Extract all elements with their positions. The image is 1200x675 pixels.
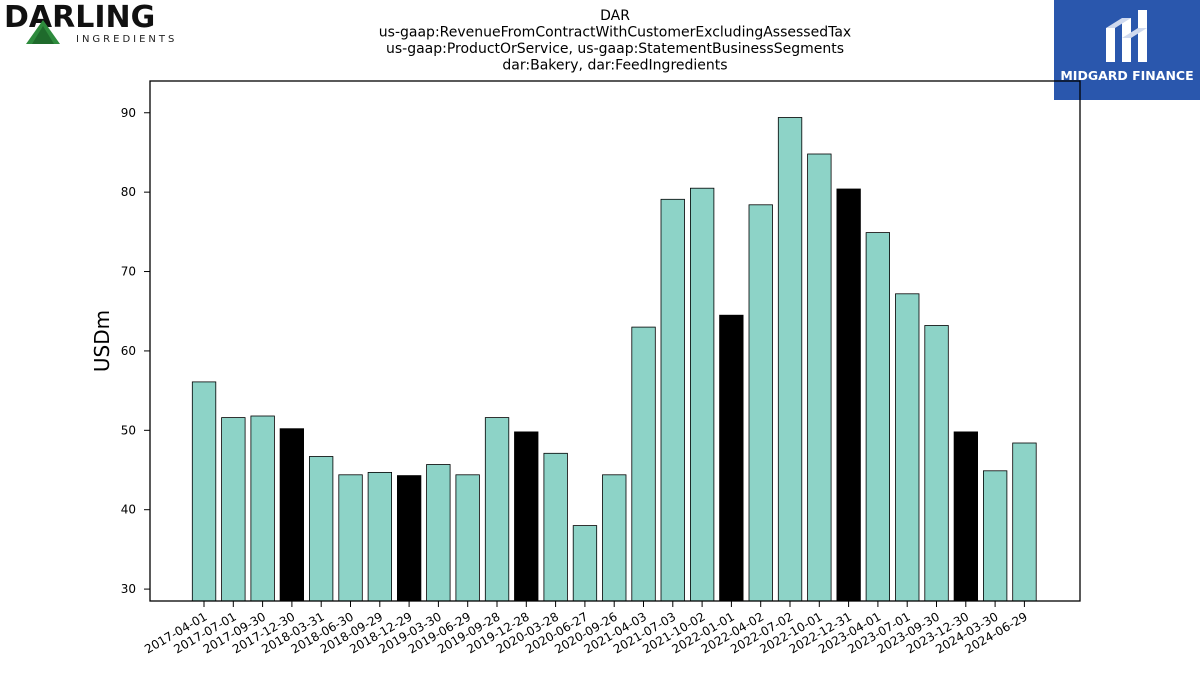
y-tick-label: 60 bbox=[121, 344, 136, 358]
bar bbox=[396, 475, 422, 602]
y-tick-label: 30 bbox=[121, 582, 136, 596]
y-tick-label: 80 bbox=[121, 185, 136, 199]
chart-title-line: us-gaap:RevenueFromContractWithCustomerE… bbox=[379, 25, 851, 41]
chart-title-line: dar:Bakery, dar:FeedIngredients bbox=[502, 58, 727, 74]
darling-ingredients-logo: DARLING INGREDIENTS bbox=[4, 2, 174, 48]
bars-group bbox=[191, 117, 1037, 602]
bar bbox=[777, 117, 803, 602]
bar bbox=[279, 428, 305, 602]
logo-sub-text: INGREDIENTS bbox=[76, 34, 178, 45]
bar bbox=[367, 471, 393, 602]
bar bbox=[426, 464, 451, 602]
bar bbox=[660, 198, 685, 602]
bar bbox=[484, 417, 510, 602]
bar bbox=[221, 417, 246, 602]
y-tick-label: 70 bbox=[121, 265, 136, 279]
bar bbox=[807, 153, 832, 602]
midgard-mark-icon bbox=[1106, 10, 1147, 62]
midgard-finance-logo: MIDGARD FINANCE bbox=[1054, 0, 1200, 100]
y-axis-label: USDm bbox=[90, 310, 114, 372]
bar bbox=[865, 232, 890, 602]
bar bbox=[602, 474, 627, 602]
bar bbox=[455, 474, 480, 602]
bar bbox=[543, 452, 568, 602]
y-axis: 30 40 50 60 70 80 90 bbox=[121, 106, 150, 596]
bar bbox=[1012, 442, 1037, 602]
y-tick-label: 90 bbox=[121, 106, 136, 120]
chart-title-line: DAR bbox=[600, 8, 630, 24]
y-tick-label: 50 bbox=[121, 423, 136, 437]
bar bbox=[953, 431, 978, 602]
midgard-name-text: MIDGARD FINANCE bbox=[1060, 68, 1194, 83]
bar bbox=[308, 456, 334, 602]
bar bbox=[690, 187, 715, 602]
bar bbox=[514, 431, 539, 602]
logo-brand-text: DARLING bbox=[4, 0, 156, 35]
bar bbox=[983, 470, 1008, 602]
bar bbox=[924, 325, 949, 602]
chart-title: DARus-gaap:RevenueFromContractWithCustom… bbox=[379, 8, 851, 74]
bar bbox=[748, 204, 773, 602]
plot-frame bbox=[149, 80, 1081, 602]
logo-triangle-icon bbox=[26, 20, 60, 44]
bar bbox=[191, 381, 217, 602]
bar bbox=[250, 415, 275, 602]
bar bbox=[338, 474, 363, 602]
bar bbox=[572, 525, 598, 602]
bar bbox=[719, 314, 744, 602]
y-tick-label: 40 bbox=[121, 503, 136, 517]
x-axis: 2017-04-012017-07-012017-09-302017-12-30… bbox=[142, 601, 1030, 656]
bar bbox=[836, 188, 861, 602]
bar bbox=[895, 293, 920, 602]
chart-title-line: us-gaap:ProductOrService, us-gaap:Statem… bbox=[386, 41, 844, 57]
bar bbox=[631, 326, 656, 602]
